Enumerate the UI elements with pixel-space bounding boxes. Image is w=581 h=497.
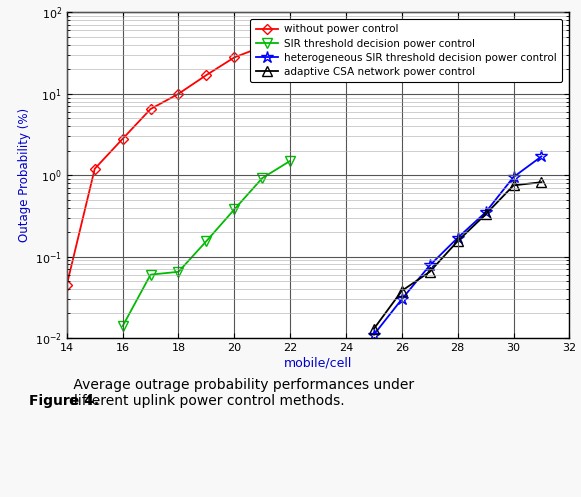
without power control: [175, 91, 182, 97]
without power control: [147, 106, 154, 112]
heterogeneous SIR threshold decision power control: [399, 296, 406, 302]
heterogeneous SIR threshold decision power control: [510, 174, 517, 180]
heterogeneous SIR threshold decision power control: [426, 262, 433, 268]
adaptive CSA network power control: [454, 238, 461, 244]
Line: SIR threshold decision power control: SIR threshold decision power control: [118, 156, 295, 331]
adaptive CSA network power control: [399, 288, 406, 294]
without power control: [259, 44, 266, 50]
Legend: without power control, SIR threshold decision power control, heterogeneous SIR t: without power control, SIR threshold dec…: [250, 19, 562, 82]
Text: Figure 4.: Figure 4.: [29, 394, 99, 408]
without power control: [286, 34, 293, 40]
adaptive CSA network power control: [510, 182, 517, 188]
Line: without power control: without power control: [63, 33, 293, 288]
without power control: [63, 282, 70, 288]
SIR threshold decision power control: [203, 238, 210, 244]
heterogeneous SIR threshold decision power control: [482, 209, 489, 215]
without power control: [91, 166, 98, 172]
Y-axis label: Outage Probability (%): Outage Probability (%): [18, 108, 31, 242]
without power control: [231, 55, 238, 61]
without power control: [203, 72, 210, 78]
SIR threshold decision power control: [175, 269, 182, 275]
heterogeneous SIR threshold decision power control: [538, 154, 545, 160]
X-axis label: mobile/cell: mobile/cell: [284, 357, 352, 370]
adaptive CSA network power control: [538, 179, 545, 185]
adaptive CSA network power control: [482, 211, 489, 217]
SIR threshold decision power control: [259, 175, 266, 181]
Line: adaptive CSA network power control: adaptive CSA network power control: [369, 177, 546, 333]
adaptive CSA network power control: [371, 326, 378, 331]
SIR threshold decision power control: [231, 206, 238, 212]
heterogeneous SIR threshold decision power control: [454, 235, 461, 241]
SIR threshold decision power control: [147, 272, 154, 278]
Line: heterogeneous SIR threshold decision power control: heterogeneous SIR threshold decision pow…: [368, 150, 548, 341]
adaptive CSA network power control: [426, 269, 433, 275]
heterogeneous SIR threshold decision power control: [371, 331, 378, 337]
without power control: [119, 136, 126, 142]
SIR threshold decision power control: [119, 323, 126, 329]
SIR threshold decision power control: [286, 158, 293, 164]
Text: Average outrage probability performances under
different uplink power control me: Average outrage probability performances…: [69, 378, 414, 408]
